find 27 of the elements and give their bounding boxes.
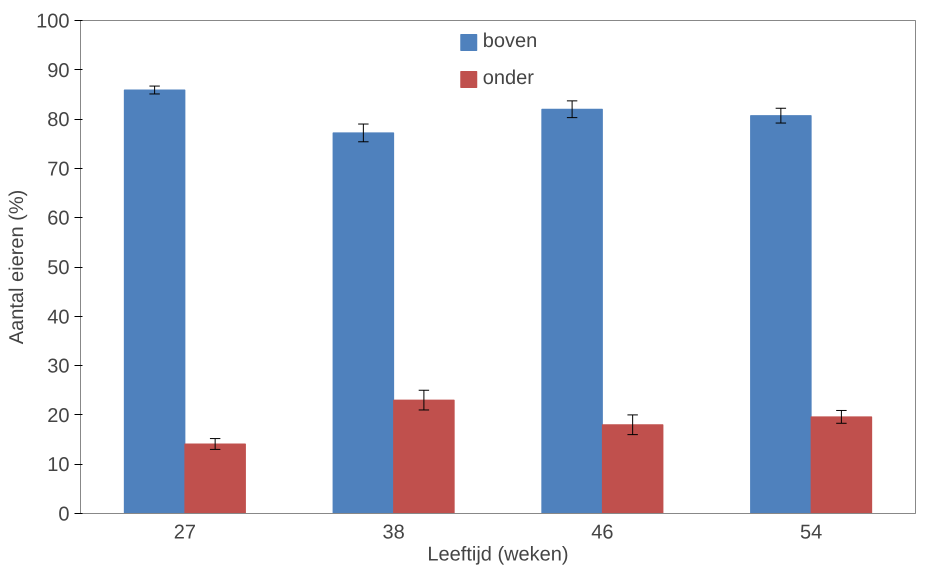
y-tick-label: 10 [47,454,70,476]
bar [393,400,455,514]
x-tick-label: 54 [800,522,822,544]
bar [750,115,812,514]
legend-label: onder [482,67,534,90]
bar [332,132,394,514]
y-tick-label: 50 [47,257,70,279]
y-tick-label: 20 [47,404,70,427]
bar [124,90,186,514]
y-tick-label: 30 [47,356,70,378]
y-tick-label: 40 [47,306,70,328]
legend-label: boven [482,30,538,53]
bar [184,443,246,514]
y-axis-title: Aantal eieren (%) [6,190,28,344]
x-tick-label: 27 [174,522,196,544]
y-tick-label: 0 [58,504,70,526]
y-tick-label: 80 [47,109,70,132]
y-tick-label: 90 [47,60,70,82]
bar [602,424,664,514]
x-tick-label: 46 [591,522,614,544]
y-tick-label: 70 [47,158,70,180]
y-tick-label: 60 [47,208,70,230]
x-tick-label: 38 [382,522,405,544]
bar [810,416,872,514]
y-tick-label: 100 [36,10,70,32]
bar [541,108,603,514]
x-axis-title: Leeftijd (weken) [427,544,569,566]
